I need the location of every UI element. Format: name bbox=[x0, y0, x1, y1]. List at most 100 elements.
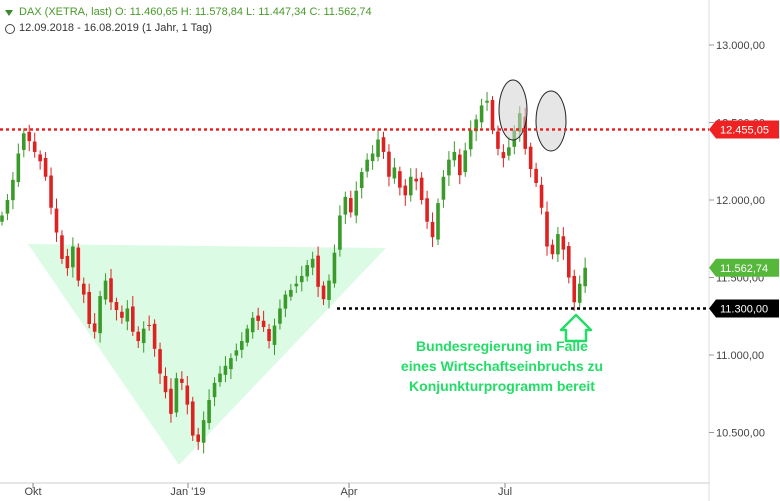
candle-body bbox=[496, 131, 500, 149]
candle-body bbox=[392, 167, 397, 179]
candle-body bbox=[430, 222, 435, 238]
candle-body bbox=[190, 401, 195, 436]
candle-body bbox=[501, 152, 506, 159]
candle-body bbox=[305, 265, 309, 277]
candle-body bbox=[545, 211, 549, 247]
candle-body bbox=[359, 172, 364, 189]
candle-body bbox=[583, 267, 587, 287]
candle-body bbox=[398, 171, 402, 188]
candle-body bbox=[76, 247, 81, 281]
candle-body bbox=[185, 385, 190, 405]
candle-body bbox=[474, 119, 478, 132]
candle-body bbox=[16, 153, 21, 183]
support-price-label: 11.300,00 bbox=[720, 304, 768, 316]
candle-body bbox=[212, 382, 217, 398]
horizontal-levels: 12.455,05 11.562,74 11.300,00 bbox=[0, 120, 779, 318]
last-price-label: 11.562,74 bbox=[720, 263, 768, 275]
chart-type-triangle-icon bbox=[5, 10, 13, 16]
candle-body bbox=[289, 289, 293, 297]
candle-body bbox=[370, 153, 375, 162]
candle-body bbox=[338, 215, 342, 250]
candle-body bbox=[452, 151, 457, 161]
candle-body bbox=[11, 179, 15, 201]
candle-body bbox=[310, 258, 315, 268]
candle-body bbox=[381, 137, 386, 152]
candle-body bbox=[207, 399, 211, 424]
candle-body bbox=[408, 176, 413, 196]
candle-body bbox=[468, 130, 473, 150]
candle-body bbox=[131, 306, 135, 332]
candle-body bbox=[218, 373, 222, 383]
candle-body bbox=[245, 328, 250, 343]
candle-body bbox=[528, 146, 533, 169]
news-annotation: Bundesregierung im Falle eines Wirtschaf… bbox=[384, 336, 620, 396]
peak-marker-right bbox=[535, 90, 567, 152]
candle-body bbox=[419, 177, 424, 200]
candle-body bbox=[87, 291, 91, 324]
candle-body bbox=[463, 150, 468, 173]
candle-body bbox=[278, 308, 282, 324]
candle-body bbox=[22, 133, 26, 150]
candle-body bbox=[136, 331, 141, 342]
x-axis: Okt Jan '19 Apr Jul bbox=[0, 482, 709, 498]
candle-body bbox=[32, 141, 37, 152]
candle-body bbox=[403, 185, 408, 196]
candle-body bbox=[0, 215, 4, 222]
candle-body bbox=[387, 151, 391, 177]
candle-body bbox=[240, 341, 244, 350]
x-tick-label: Jul bbox=[498, 486, 512, 498]
candle-body bbox=[365, 159, 369, 172]
candle-body bbox=[561, 236, 566, 250]
candle-body bbox=[283, 294, 288, 309]
y-tick-label: 13.000,00 bbox=[716, 40, 765, 52]
peak-marker-left bbox=[498, 79, 528, 141]
candle-body bbox=[196, 434, 200, 442]
candle-body bbox=[414, 178, 418, 182]
x-tick-label: Okt bbox=[24, 486, 41, 498]
candle-body bbox=[294, 283, 299, 287]
candle-body bbox=[120, 311, 124, 318]
candle-body bbox=[507, 147, 511, 156]
triangle-pattern bbox=[28, 244, 386, 465]
candle-body bbox=[261, 320, 266, 328]
candle-body bbox=[103, 280, 108, 300]
candle-body bbox=[125, 308, 130, 322]
candle-body bbox=[550, 244, 555, 255]
candle-body bbox=[272, 325, 277, 345]
candle-body bbox=[109, 278, 113, 303]
candle-body bbox=[447, 159, 451, 176]
candle-body bbox=[98, 296, 102, 334]
candle-body bbox=[174, 378, 179, 413]
candle-body bbox=[267, 328, 271, 342]
candle-body bbox=[54, 208, 59, 233]
candle-body bbox=[321, 285, 326, 300]
resistance-price-label: 12.455,05 bbox=[720, 124, 769, 136]
candle-body bbox=[147, 324, 151, 326]
candle-body bbox=[223, 365, 228, 375]
candle-body bbox=[250, 317, 255, 333]
candle-body bbox=[180, 378, 184, 383]
candle-body bbox=[436, 203, 440, 240]
candle-body bbox=[343, 196, 348, 215]
candle-body bbox=[65, 255, 70, 269]
candle-body bbox=[441, 176, 446, 200]
candle-body bbox=[354, 190, 359, 216]
y-tick-label: 10.500,00 bbox=[716, 428, 765, 440]
candle-body bbox=[234, 350, 239, 356]
candle-body bbox=[425, 198, 429, 222]
candle-body bbox=[567, 246, 571, 278]
candle-body bbox=[60, 235, 64, 259]
candle-body bbox=[169, 388, 173, 414]
candle-body bbox=[349, 197, 353, 213]
x-tick-label: Apr bbox=[340, 486, 357, 498]
date-range: 12.09.2018 - 16.08.2019 (1 Jahr, 1 Tag) bbox=[19, 22, 213, 34]
last-price-tag bbox=[709, 258, 779, 277]
candle-body bbox=[27, 131, 32, 142]
annotation-line-3: Konjunkturprogramm bereit bbox=[409, 378, 595, 394]
candle-body bbox=[572, 275, 577, 303]
candle-body bbox=[43, 157, 48, 177]
x-tick-label: Jan '19 bbox=[170, 486, 205, 498]
candle-body bbox=[92, 323, 97, 332]
candle-body bbox=[577, 283, 582, 303]
